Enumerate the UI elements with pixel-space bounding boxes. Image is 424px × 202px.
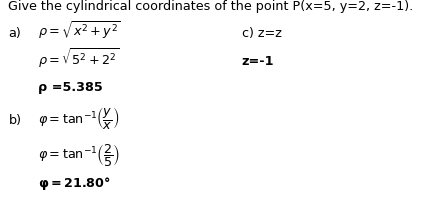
Text: Give the cylindrical coordinates of the point P(x=5, y=2, z=-1).: Give the cylindrical coordinates of the …: [8, 0, 414, 13]
Text: a): a): [8, 26, 21, 39]
Text: b): b): [8, 113, 22, 126]
Text: $\rho =\sqrt{5^2 + 2^2}$: $\rho =\sqrt{5^2 + 2^2}$: [38, 46, 120, 70]
Text: $\varphi = \tan^{-1}\!\left(\dfrac{2}{5}\right)$: $\varphi = \tan^{-1}\!\left(\dfrac{2}{5}…: [38, 141, 120, 167]
Text: c) z=z: c) z=z: [242, 26, 282, 39]
Text: $\mathbf{P(}\boldsymbol{\rho}\mathbf{=5.385,\ }\boldsymbol{\varphi}\mathbf{= 21.: $\mathbf{P(}\boldsymbol{\rho}\mathbf{=5.…: [74, 200, 304, 202]
Text: ρ =5.385: ρ =5.385: [38, 81, 103, 94]
Text: $\boldsymbol{\varphi}\mathbf{= 21.80°}$: $\boldsymbol{\varphi}\mathbf{= 21.80°}$: [38, 174, 111, 191]
Text: $\varphi = \tan^{-1}\!\left(\dfrac{y}{x}\right)$: $\varphi = \tan^{-1}\!\left(\dfrac{y}{x}…: [38, 105, 120, 130]
Text: $\rho =\sqrt{x^2 + y^2}$: $\rho =\sqrt{x^2 + y^2}$: [38, 19, 121, 42]
Text: z=-1: z=-1: [242, 55, 274, 68]
